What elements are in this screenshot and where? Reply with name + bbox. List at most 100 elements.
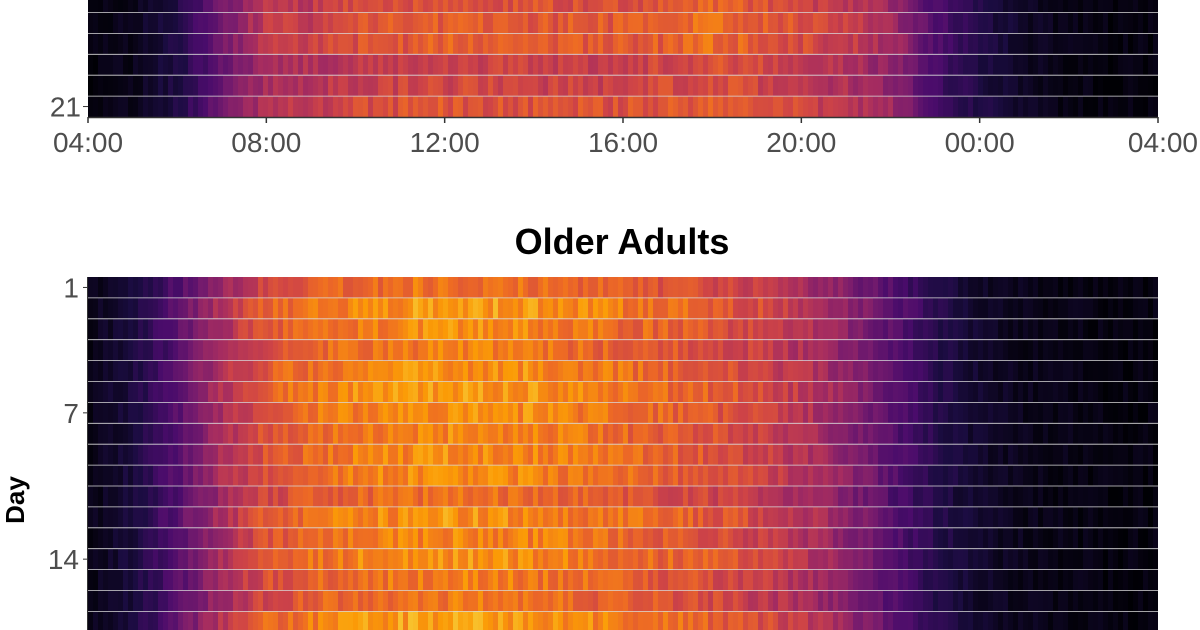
heatmap-cell <box>408 318 414 340</box>
heatmap-cell <box>103 506 109 528</box>
heatmap-cell <box>188 318 194 340</box>
heatmap-cell <box>848 527 854 549</box>
heatmap-cell <box>928 360 934 382</box>
heatmap-cell <box>668 465 674 487</box>
heatmap-cell <box>148 590 154 612</box>
heatmap-cell <box>523 277 529 299</box>
heatmap-cell <box>558 381 564 403</box>
heatmap-cell <box>558 590 564 612</box>
heatmap-cell <box>163 486 169 508</box>
heatmap-cell <box>893 33 899 55</box>
heatmap-cell <box>973 569 979 591</box>
heatmap-cell <box>1013 75 1019 97</box>
heatmap-cell <box>633 486 639 508</box>
heatmap-cell <box>678 423 684 445</box>
heatmap-cell <box>168 548 174 570</box>
heatmap-cell <box>968 527 974 549</box>
heatmap-cell <box>163 611 169 630</box>
heatmap-cell <box>803 0 809 13</box>
heatmap-cell <box>308 96 314 117</box>
heatmap-cell <box>1113 12 1119 34</box>
heatmap-cell <box>898 318 904 340</box>
heatmap-cell <box>1108 527 1114 549</box>
heatmap-cell <box>788 318 794 340</box>
heatmap-cell <box>1003 444 1009 466</box>
heatmap-cell <box>913 318 919 340</box>
heatmap-cell <box>418 548 424 570</box>
heatmap-cell <box>143 318 149 340</box>
heatmap-cell <box>1053 12 1059 34</box>
heatmap-cell <box>558 486 564 508</box>
heatmap-cell <box>963 402 969 424</box>
heatmap-cell <box>523 486 529 508</box>
heatmap-cell <box>708 569 714 591</box>
heatmap-cell <box>393 54 399 76</box>
heatmap-cell <box>563 423 569 445</box>
heatmap-cell <box>258 527 264 549</box>
heatmap-cell <box>158 33 164 55</box>
heatmap-cell <box>498 12 504 34</box>
heatmap-cell <box>543 54 549 76</box>
heatmap-cell <box>1003 611 1009 630</box>
heatmap-cell <box>1073 33 1079 55</box>
heatmap-cell <box>318 96 324 117</box>
heatmap-cell <box>528 444 534 466</box>
heatmap-cell <box>328 75 334 97</box>
heatmap-cell <box>243 611 249 630</box>
heatmap-cell <box>1098 33 1104 55</box>
heatmap-cell <box>793 381 799 403</box>
heatmap-cell <box>833 360 839 382</box>
heatmap-cell <box>273 465 279 487</box>
heatmap-cell <box>833 0 839 13</box>
heatmap-cell <box>448 423 454 445</box>
heatmap-cell <box>203 297 209 319</box>
heatmap-cell <box>573 33 579 55</box>
heatmap-cell <box>113 506 119 528</box>
heatmap-cell <box>1088 54 1094 76</box>
heatmap-cell <box>583 318 589 340</box>
heatmap-cell <box>208 360 214 382</box>
heatmap-cell <box>1078 12 1084 34</box>
heatmap-cell <box>953 318 959 340</box>
heatmap-cell <box>353 339 359 361</box>
heatmap-cell <box>358 506 364 528</box>
heatmap-cell <box>203 33 209 55</box>
heatmap-cell <box>398 486 404 508</box>
heatmap-cell <box>853 506 859 528</box>
heatmap-cell <box>113 12 119 34</box>
heatmap-cell <box>793 611 799 630</box>
heatmap-cell <box>773 506 779 528</box>
heatmap-cell <box>1048 297 1054 319</box>
heatmap-cell <box>243 444 249 466</box>
heatmap-cell <box>263 381 269 403</box>
heatmap-cell <box>588 75 594 97</box>
heatmap-cell <box>763 465 769 487</box>
heatmap-cell <box>803 360 809 382</box>
heatmap-cell <box>908 297 914 319</box>
heatmap-cell <box>878 402 884 424</box>
heatmap-cell <box>1018 96 1024 117</box>
heatmap-cell <box>258 444 264 466</box>
heatmap-cell <box>473 465 479 487</box>
heatmap-cell <box>603 75 609 97</box>
heatmap-cell <box>203 339 209 361</box>
heatmap-cell <box>828 423 834 445</box>
heatmap-cell <box>733 527 739 549</box>
heatmap-cell <box>288 611 294 630</box>
heatmap-cell <box>493 0 499 13</box>
heatmap-cell <box>883 611 889 630</box>
heatmap-cell <box>258 318 264 340</box>
heatmap-cell <box>238 318 244 340</box>
heatmap-cell <box>258 611 264 630</box>
heatmap-cell <box>328 590 334 612</box>
heatmap-cell <box>733 486 739 508</box>
heatmap-cell <box>208 506 214 528</box>
heatmap-cell <box>1063 277 1069 299</box>
heatmap-cell <box>478 0 484 13</box>
heatmap-cell <box>103 33 109 55</box>
heatmap-cell <box>573 339 579 361</box>
heatmap-cell <box>303 318 309 340</box>
heatmap-cell <box>143 297 149 319</box>
heatmap-cell <box>678 569 684 591</box>
heatmap-cell <box>298 75 304 97</box>
